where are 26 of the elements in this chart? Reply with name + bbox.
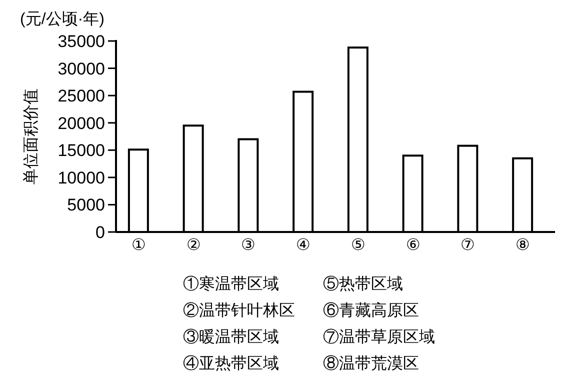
y-tick-label: 5000	[67, 196, 105, 215]
x-tick-label: ⑦	[460, 237, 475, 254]
text: ②温带针叶林区	[183, 302, 295, 320]
text: ①寒温带区域	[183, 275, 279, 293]
text: ④亚热带区域	[183, 354, 279, 372]
x-tick-label: ⑧	[516, 237, 530, 254]
text: ⑦温带草原区域	[323, 328, 435, 346]
x-tick-label: ②	[186, 237, 200, 254]
y-tick-label: 30000	[58, 59, 105, 78]
text: (元/公顷·年)	[20, 11, 104, 28]
y-tick-label: 20000	[58, 114, 105, 133]
text: ⑧温带荒漠区	[323, 354, 419, 372]
y-axis-title: 单位面积价值	[22, 88, 40, 184]
text: ⑥青藏高原区	[323, 302, 419, 320]
x-tick-label: ③	[241, 237, 256, 254]
x-tick-label: ⑥	[406, 237, 420, 254]
x-tick-label: ①	[131, 237, 146, 254]
y-tick-label: 10000	[58, 168, 105, 188]
y-tick-label: 15000	[58, 141, 105, 160]
y-tick-label: 35000	[58, 32, 105, 51]
text: ③暖温带区域	[183, 328, 279, 346]
x-tick-label: ④	[296, 237, 310, 254]
text: ⑤热带区域	[323, 275, 403, 293]
y-tick-label: 25000	[58, 86, 105, 106]
y-tick-label: 0	[96, 223, 105, 242]
x-tick-label: ⑤	[350, 237, 365, 254]
